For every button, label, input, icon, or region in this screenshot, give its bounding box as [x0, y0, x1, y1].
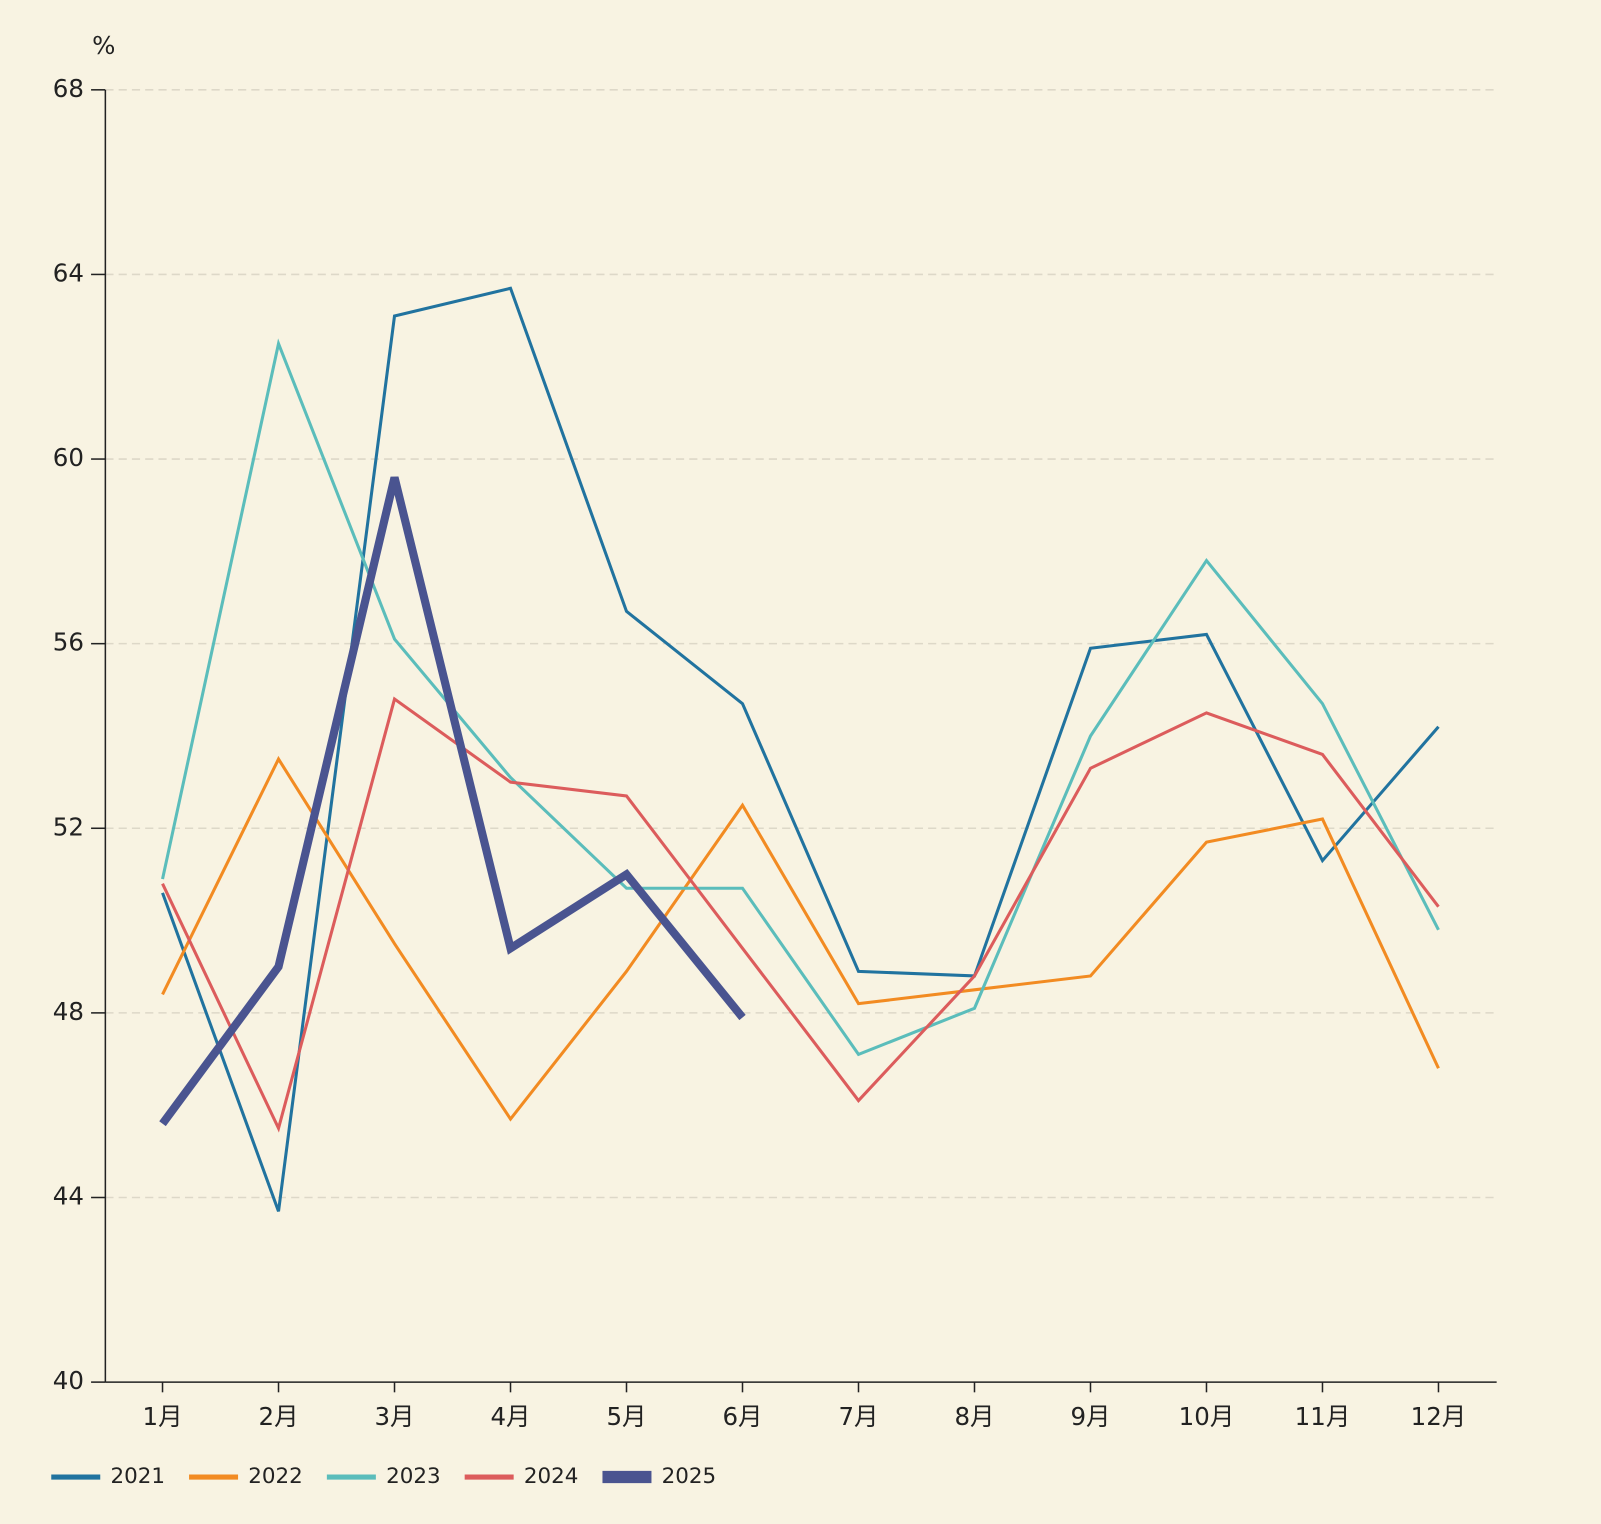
y-unit: %: [92, 31, 115, 60]
x-tick-label: 3月: [374, 1402, 414, 1431]
y-tick-label: 44: [53, 1182, 84, 1211]
line-series: [161, 338, 1440, 1057]
legend-label: 2024: [524, 1464, 579, 1489]
x-tick-label: 8月: [954, 1402, 994, 1431]
legend-label: 2021: [110, 1464, 165, 1489]
y-tick-label: 68: [53, 74, 84, 103]
x-tick-label: 10月: [1179, 1402, 1235, 1431]
x-tick-label: 11月: [1295, 1402, 1351, 1431]
y-tick-label: 52: [53, 812, 84, 841]
line-series: [161, 696, 1440, 1133]
legend-label: 2025: [662, 1464, 717, 1489]
y-tick-label: 40: [53, 1366, 84, 1395]
x-tick-label: 4月: [490, 1402, 530, 1431]
line-series: [161, 286, 1440, 1212]
y-tick-label: 64: [53, 258, 84, 287]
x-tick-label: 7月: [838, 1402, 878, 1431]
x-tick-label: 12月: [1411, 1402, 1467, 1431]
x-tick-label: 6月: [722, 1402, 762, 1431]
legend-label: 2023: [386, 1464, 441, 1489]
legend-label: 2022: [248, 1464, 303, 1489]
x-tick-label: 9月: [1070, 1402, 1110, 1431]
line-series: [159, 476, 746, 1127]
x-tick-label: 5月: [606, 1402, 646, 1431]
y-tick-label: 56: [53, 628, 84, 657]
line-series: [161, 755, 1440, 1122]
y-tick-label: 48: [53, 997, 84, 1026]
x-tick-label: 1月: [142, 1402, 182, 1431]
x-tick-label: 2月: [258, 1402, 298, 1431]
y-tick-label: 60: [53, 443, 84, 472]
